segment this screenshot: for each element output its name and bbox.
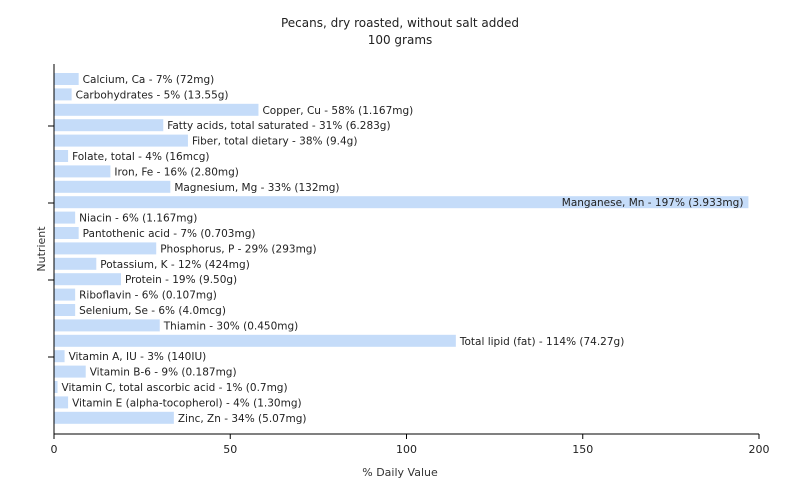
bar-label-7: Magnesium, Mg - 33% (132mg) <box>174 182 339 194</box>
bar-15 <box>54 304 76 316</box>
bar-11 <box>54 242 157 255</box>
bar-label-16: Thiamin - 30% (0.450mg) <box>163 320 299 332</box>
bar-21 <box>54 396 69 409</box>
bar-label-14: Riboflavin - 6% (0.107mg) <box>79 290 217 302</box>
x-tick-label-0: 0 <box>51 443 58 456</box>
bar-6 <box>54 165 111 178</box>
bar-22 <box>54 411 174 424</box>
bar-label-12: Potassium, K - 12% (424mg) <box>100 259 250 271</box>
x-tick-label-3: 150 <box>572 443 593 456</box>
chart-title: Pecans, dry roasted, without salt added <box>281 16 519 30</box>
bar-8 <box>54 196 749 209</box>
y-axis-label: Nutrient <box>35 226 48 272</box>
bars-group: Calcium, Ca - 7% (72mg) Carbohydrates - 5… <box>54 73 749 425</box>
bar-label-8: Manganese, Mn - 197% (3.933mg) <box>562 197 744 209</box>
bar-label-17: Total lipid (fat) - 114% (74.27g) <box>459 336 624 348</box>
bar-label-15: Selenium, Se - 6% (4.0mcg) <box>79 305 226 317</box>
bar-1 <box>54 88 72 101</box>
bar-label-13: Protein - 19% (9.50g) <box>125 274 237 286</box>
bar-0 <box>54 73 79 85</box>
bar-18 <box>54 350 65 363</box>
bar-16 <box>54 319 160 332</box>
bar-label-4: Fiber, total dietary - 38% (9.4g) <box>192 136 357 148</box>
bar-2 <box>54 103 259 116</box>
bar-label-1: Carbohydrates - 5% (13.55g) <box>76 89 229 101</box>
bar-label-6: Iron, Fe - 16% (2.80mg) <box>114 166 238 178</box>
chart-subtitle: 100 grams <box>368 33 433 47</box>
bar-5 <box>54 150 69 162</box>
x-tick-label-1: 50 <box>223 443 237 456</box>
bar-label-9: Niacin - 6% (1.167mg) <box>79 213 197 225</box>
bar-label-19: Vitamin B-6 - 9% (0.187mg) <box>90 367 237 379</box>
bar-7 <box>54 180 171 193</box>
x-tick-label-2: 100 <box>396 443 417 456</box>
bar-label-10: Pantothenic acid - 7% (0.703mg) <box>83 228 256 240</box>
bar-label-3: Fatty acids, total saturated - 31% (6.28… <box>167 120 390 132</box>
bar-label-5: Folate, total - 4% (16mcg) <box>72 151 209 163</box>
bar-label-2: Copper, Cu - 58% (1.167mg) <box>262 105 413 117</box>
bar-20 <box>54 381 58 393</box>
bar-9 <box>54 211 76 224</box>
x-axis-label: % Daily Value <box>362 466 438 479</box>
bar-13 <box>54 273 121 286</box>
bar-label-22: Zinc, Zn - 34% (5.07mg) <box>178 413 307 425</box>
bar-label-21: Vitamin E (alpha-tocopherol) - 4% (1.30m… <box>72 397 302 409</box>
bar-label-20: Vitamin C, total ascorbic acid - 1% (0.7… <box>62 382 288 394</box>
bar-3 <box>54 119 164 132</box>
bar-14 <box>54 288 76 301</box>
bar-label-18: Vitamin A, IU - 3% (140IU) <box>69 351 207 363</box>
bar-4 <box>54 134 188 147</box>
bar-label-0: Calcium, Ca - 7% (72mg) <box>83 74 215 86</box>
axes-group: 0 50 100 150 200 <box>48 64 770 456</box>
bar-19 <box>54 365 86 378</box>
bar-label-11: Phosphorus, P - 29% (293mg) <box>160 243 316 255</box>
x-tick-label-4: 200 <box>749 443 770 456</box>
bar-10 <box>54 227 79 239</box>
bar-17 <box>54 334 456 347</box>
bar-12 <box>54 257 97 270</box>
